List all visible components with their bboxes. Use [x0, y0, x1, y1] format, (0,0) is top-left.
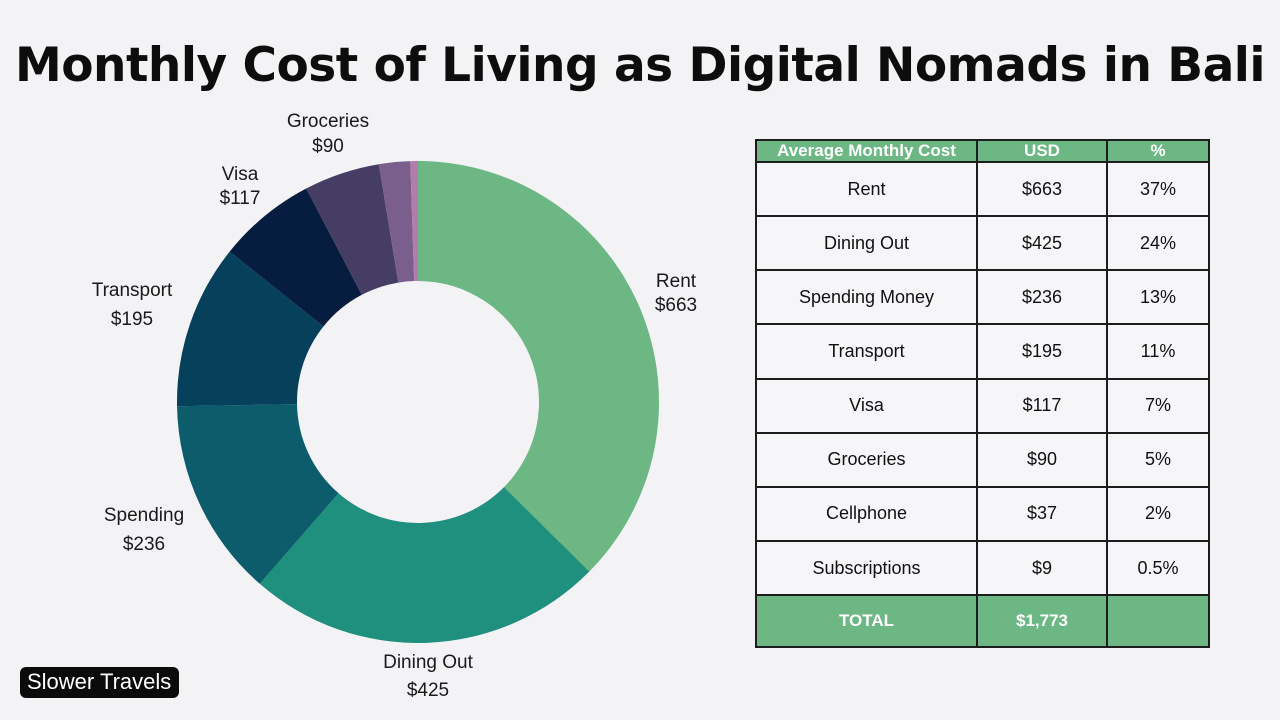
slice-label: Groceries: [287, 111, 369, 132]
slice-value-label: $90: [312, 136, 344, 157]
row-category: Groceries: [755, 431, 978, 488]
slice-value-label: $425: [407, 680, 449, 701]
row-usd: $117: [976, 377, 1108, 434]
slice-label: Rent: [656, 271, 697, 292]
total-label: TOTAL: [755, 594, 978, 648]
row-usd: $425: [976, 215, 1108, 272]
header-usd: USD: [976, 139, 1108, 163]
row-percent: 11%: [1106, 323, 1210, 380]
donut-slice: [259, 487, 590, 644]
slice-value-label: $236: [123, 534, 165, 555]
row-percent: 2%: [1106, 485, 1210, 542]
table-row: Cellphone $37 2%: [755, 485, 1210, 542]
header-percent: %: [1106, 139, 1210, 163]
table-row: Transport $195 11%: [755, 323, 1210, 380]
table-row: Groceries $90 5%: [755, 431, 1210, 488]
row-usd: $663: [976, 160, 1108, 218]
table-row: Visa $117 7%: [755, 377, 1210, 434]
donut-chart: Rent $663 Dining Out $425 Spending $236 Transp…: [92, 111, 697, 701]
donut-slice: [177, 404, 339, 584]
slice-label: Spending: [104, 505, 184, 526]
row-category: Cellphone: [755, 485, 978, 542]
row-usd: $236: [976, 269, 1108, 326]
row-percent: 37%: [1106, 160, 1210, 218]
row-usd: $37: [976, 485, 1108, 542]
row-usd: $90: [976, 431, 1108, 488]
total-usd: $1,773: [976, 594, 1108, 648]
slice-value-label: $117: [220, 188, 261, 209]
slice-label: Visa: [222, 164, 259, 185]
table-row: Dining Out $425 24%: [755, 215, 1210, 272]
slice-label: Dining Out: [383, 652, 473, 673]
donut-slice: [229, 188, 362, 327]
row-usd: $195: [976, 323, 1108, 380]
donut-slice: [418, 161, 660, 572]
header-category: Average Monthly Cost: [755, 139, 978, 163]
row-category: Transport: [755, 323, 978, 380]
donut-slice: [177, 251, 324, 407]
brand-badge: Slower Travels: [20, 667, 180, 698]
row-percent: 0.5%: [1106, 539, 1210, 597]
table-header-row: Average Monthly Cost USD %: [755, 139, 1210, 163]
row-category: Spending Money: [755, 269, 978, 326]
row-category: Subscriptions: [755, 539, 978, 597]
table-row: Spending Money $236 13%: [755, 269, 1210, 326]
row-category: Rent: [755, 160, 978, 218]
donut-slice: [306, 164, 399, 295]
row-percent: 5%: [1106, 431, 1210, 488]
row-category: Visa: [755, 377, 978, 434]
slice-label: Transport: [92, 280, 173, 301]
slice-value-label: $195: [111, 309, 153, 330]
row-percent: 13%: [1106, 269, 1210, 326]
cost-table: Average Monthly Cost USD % Rent $663 37%…: [755, 139, 1210, 648]
page-title: Monthly Cost of Living as Digital Nomads…: [14, 38, 1266, 93]
donut-slice: [378, 161, 415, 283]
slice-value-label: $663: [655, 295, 697, 316]
row-category: Dining Out: [755, 215, 978, 272]
donut-slice: [410, 161, 418, 282]
table-row: Rent $663 37%: [755, 160, 1210, 218]
row-percent: 24%: [1106, 215, 1210, 272]
row-usd: $9: [976, 539, 1108, 597]
table-total-row: TOTAL $1,773: [755, 594, 1210, 648]
table-row: Subscriptions $9 0.5%: [755, 539, 1210, 597]
row-percent: 7%: [1106, 377, 1210, 434]
total-percent: [1106, 594, 1210, 648]
